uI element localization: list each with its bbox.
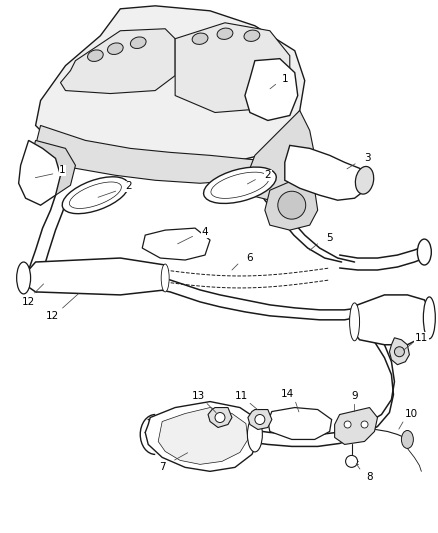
Text: 12: 12	[22, 297, 35, 307]
Ellipse shape	[215, 413, 225, 423]
Ellipse shape	[361, 421, 368, 428]
Polygon shape	[335, 408, 378, 445]
Ellipse shape	[355, 166, 374, 194]
Text: 3: 3	[364, 154, 371, 163]
Polygon shape	[208, 408, 232, 427]
Polygon shape	[35, 6, 305, 160]
Polygon shape	[142, 228, 210, 260]
Ellipse shape	[278, 191, 306, 219]
Polygon shape	[175, 23, 290, 112]
Ellipse shape	[346, 455, 357, 467]
Polygon shape	[268, 408, 332, 439]
Ellipse shape	[401, 431, 413, 448]
Ellipse shape	[131, 37, 146, 49]
Ellipse shape	[204, 167, 276, 204]
Ellipse shape	[217, 28, 233, 39]
Ellipse shape	[344, 421, 351, 428]
Text: 7: 7	[159, 462, 166, 472]
Polygon shape	[35, 125, 280, 183]
Polygon shape	[285, 146, 370, 200]
Text: 11: 11	[235, 391, 248, 401]
Text: 6: 6	[247, 253, 253, 263]
Polygon shape	[350, 295, 431, 345]
Text: 2: 2	[125, 181, 131, 191]
Text: 2: 2	[265, 170, 271, 180]
Text: 1: 1	[59, 165, 66, 175]
Ellipse shape	[88, 50, 103, 61]
Polygon shape	[158, 408, 248, 464]
Ellipse shape	[417, 239, 431, 265]
Ellipse shape	[192, 33, 208, 44]
Polygon shape	[60, 29, 175, 94]
Ellipse shape	[107, 43, 123, 54]
Polygon shape	[28, 140, 75, 195]
Text: 8: 8	[366, 472, 373, 482]
Ellipse shape	[395, 347, 404, 357]
Text: 10: 10	[405, 408, 418, 418]
Ellipse shape	[62, 177, 129, 214]
Text: 5: 5	[326, 233, 333, 243]
Polygon shape	[245, 110, 314, 200]
Text: 4: 4	[202, 227, 208, 237]
Polygon shape	[145, 401, 260, 471]
Ellipse shape	[17, 262, 31, 294]
Text: 11: 11	[415, 333, 428, 343]
Text: 12: 12	[46, 311, 59, 321]
Ellipse shape	[161, 264, 169, 292]
Polygon shape	[19, 140, 60, 205]
Ellipse shape	[255, 415, 265, 424]
Polygon shape	[389, 338, 410, 365]
Text: 9: 9	[351, 391, 358, 401]
Text: 14: 14	[281, 389, 294, 399]
Polygon shape	[19, 258, 168, 295]
Ellipse shape	[424, 297, 435, 339]
Polygon shape	[248, 409, 272, 430]
Text: 1: 1	[282, 74, 288, 84]
Ellipse shape	[247, 417, 262, 452]
Polygon shape	[245, 59, 298, 120]
Polygon shape	[265, 175, 318, 230]
Ellipse shape	[244, 30, 260, 42]
Ellipse shape	[350, 303, 360, 341]
Text: 13: 13	[191, 391, 205, 401]
